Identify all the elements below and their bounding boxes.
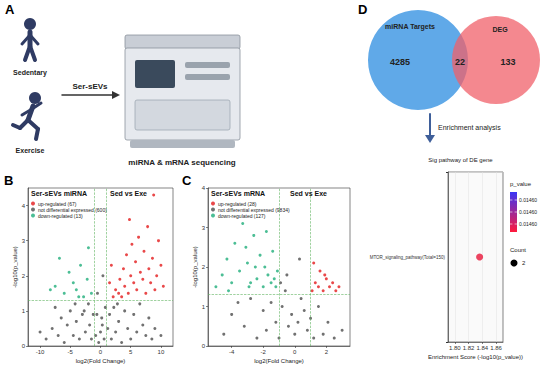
svg-text:-4: -4 xyxy=(229,349,235,355)
svg-text:-2: -2 xyxy=(261,349,267,355)
svg-text:Sed vs Exe: Sed vs Exe xyxy=(290,190,327,197)
svg-text:4: 4 xyxy=(22,203,26,209)
svg-text:4285: 4285 xyxy=(390,57,410,67)
svg-text:-10: -10 xyxy=(36,349,45,355)
svg-text:3: 3 xyxy=(22,238,26,244)
svg-text:Sig pathway of DE gene: Sig pathway of DE gene xyxy=(428,157,493,163)
svg-text:up-regulated (28): up-regulated (28) xyxy=(218,200,257,207)
svg-text:down-regulated (13): down-regulated (13) xyxy=(38,213,83,219)
svg-text:miRNA Targets: miRNA Targets xyxy=(385,23,435,31)
svg-text:log2(Fold Change): log2(Fold Change) xyxy=(254,358,304,364)
svg-text:2: 2 xyxy=(325,349,329,355)
svg-text:133: 133 xyxy=(500,57,515,67)
svg-text:1.84: 1.84 xyxy=(477,345,489,351)
svg-text:3: 3 xyxy=(202,225,206,231)
svg-text:2: 2 xyxy=(522,260,526,266)
svg-text:Sedentary: Sedentary xyxy=(13,69,47,77)
svg-text:up-regulated (67): up-regulated (67) xyxy=(38,200,77,207)
svg-text:1: 1 xyxy=(22,308,26,314)
svg-text:Ser-sEVs: Ser-sEVs xyxy=(72,82,108,91)
svg-text:2: 2 xyxy=(22,273,26,279)
svg-text:DEG: DEG xyxy=(492,26,508,33)
svg-text:0.01460: 0.01460 xyxy=(519,221,537,227)
svg-text:2: 2 xyxy=(202,264,206,270)
svg-text:Count: Count xyxy=(510,247,526,253)
svg-text:Exercise: Exercise xyxy=(16,147,45,154)
svg-text:1.86: 1.86 xyxy=(490,345,502,351)
svg-text:Enrichment analysis: Enrichment analysis xyxy=(438,124,501,132)
svg-text:5: 5 xyxy=(129,349,133,355)
svg-text:miRNA & mRNA sequencing: miRNA & mRNA sequencing xyxy=(128,158,236,167)
svg-text:not differential expressed (98: not differential expressed (9834) xyxy=(218,206,290,213)
svg-text:Enrichment Score (-log10(p_val: Enrichment Score (-log10(p_value)) xyxy=(428,354,523,360)
svg-text:log2(Fold Change): log2(Fold Change) xyxy=(76,358,126,364)
svg-text:Ser-sEVs mRNA: Ser-sEVs mRNA xyxy=(211,190,265,197)
svg-text:0: 0 xyxy=(202,343,206,349)
svg-text:0: 0 xyxy=(99,349,103,355)
svg-text:MTOR_signaling_pathway(Total=1: MTOR_signaling_pathway(Total=150) xyxy=(370,255,446,260)
svg-text:C: C xyxy=(182,173,192,188)
svg-text:p_value: p_value xyxy=(510,181,532,187)
svg-text:A: A xyxy=(5,2,15,17)
svg-text:Sed vs Exe: Sed vs Exe xyxy=(110,190,147,197)
svg-text:4: 4 xyxy=(202,185,206,191)
svg-text:22: 22 xyxy=(455,57,465,67)
svg-text:-log10(p_value): -log10(p_value) xyxy=(192,246,198,288)
svg-text:down-regulated (127): down-regulated (127) xyxy=(218,213,266,219)
svg-text:-5: -5 xyxy=(68,349,74,355)
svg-text:Ser-sEVs miRNA: Ser-sEVs miRNA xyxy=(31,190,87,197)
svg-text:1.82: 1.82 xyxy=(463,345,475,351)
svg-text:10: 10 xyxy=(158,349,165,355)
svg-text:0: 0 xyxy=(293,349,297,355)
svg-text:0.01460: 0.01460 xyxy=(519,197,537,203)
svg-text:not differential expressed (60: not differential expressed (600) xyxy=(38,206,107,213)
svg-text:0.01460: 0.01460 xyxy=(519,209,537,215)
svg-text:B: B xyxy=(4,173,13,188)
svg-text:1: 1 xyxy=(202,304,206,310)
svg-text:D: D xyxy=(358,2,367,17)
svg-text:1.80: 1.80 xyxy=(449,345,461,351)
svg-text:0: 0 xyxy=(22,343,26,349)
svg-text:-log10(p_value): -log10(p_value) xyxy=(12,246,18,288)
